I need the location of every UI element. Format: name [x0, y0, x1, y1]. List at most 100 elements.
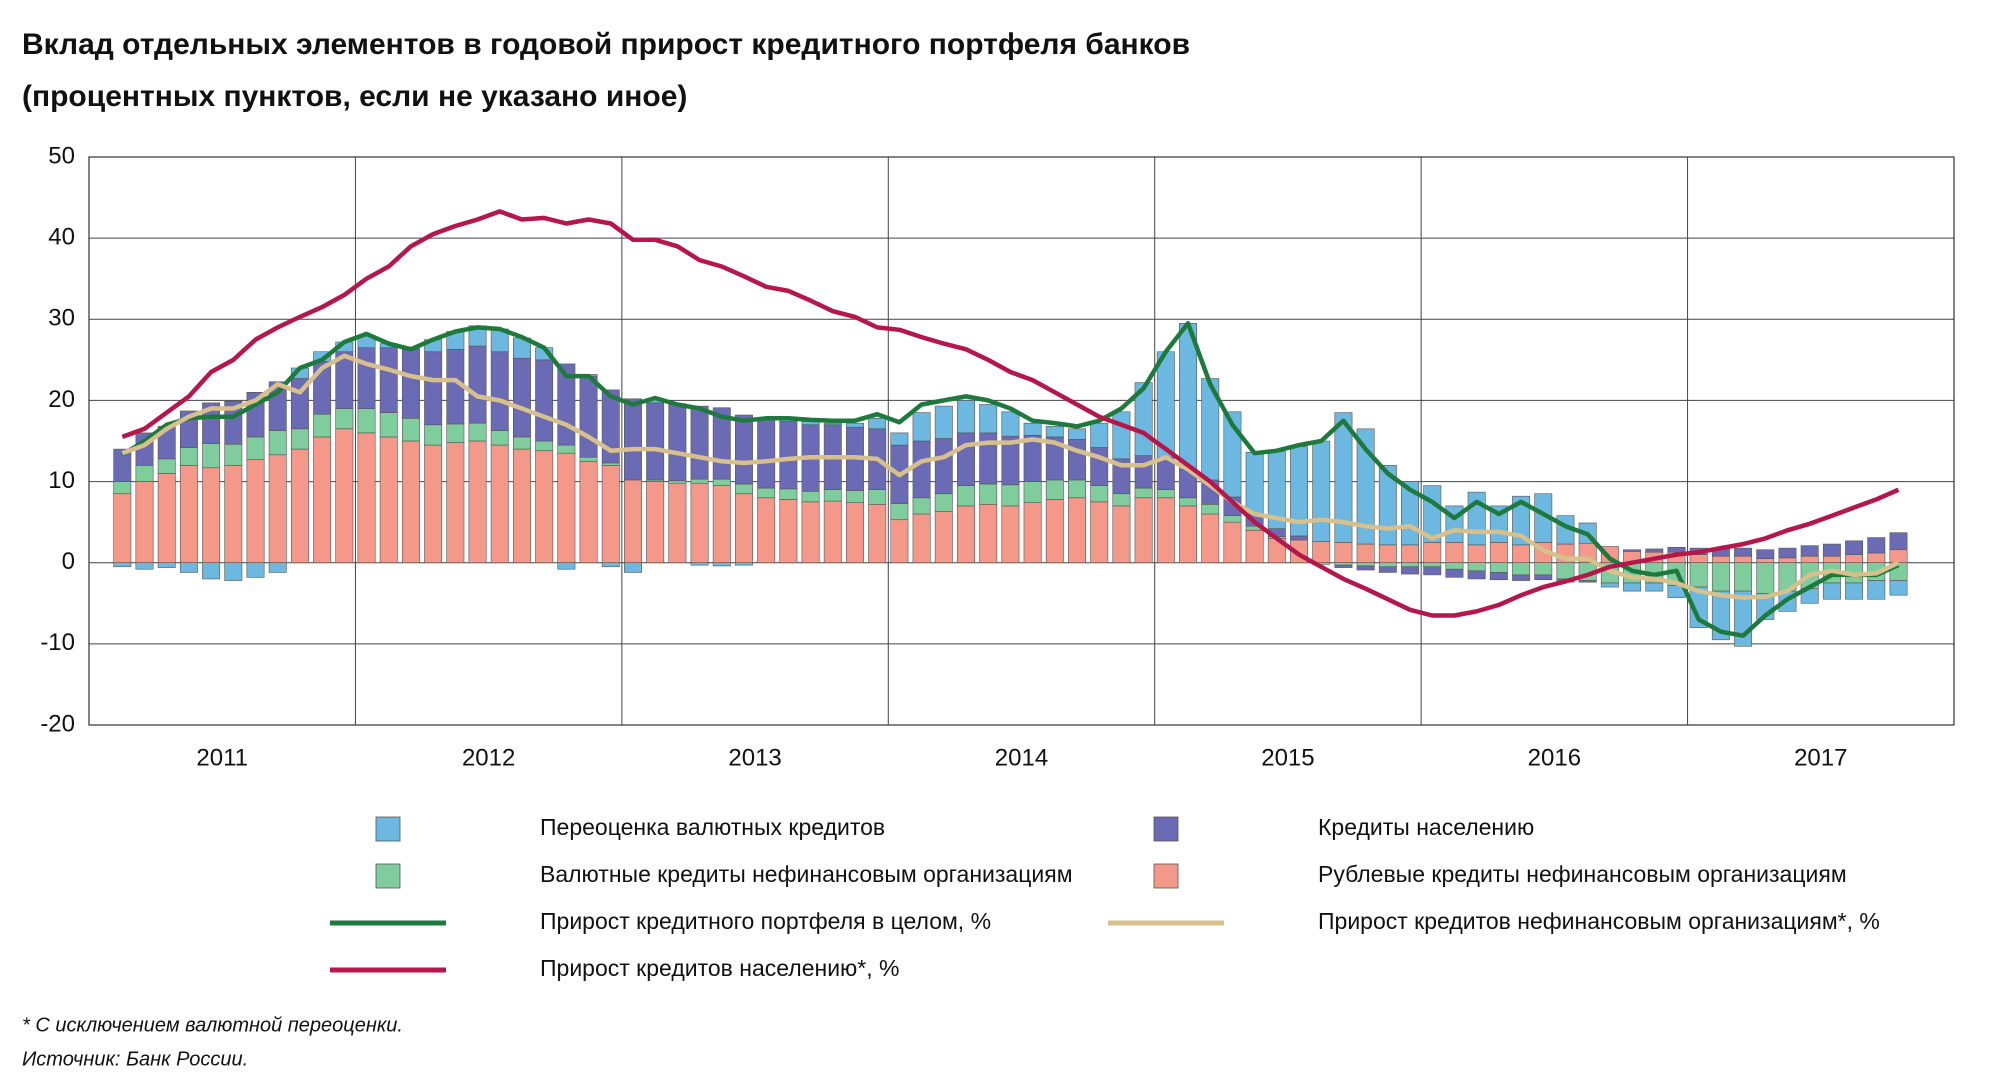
- bar-segment: [401, 349, 420, 419]
- bar-segment: [1689, 586, 1708, 628]
- bar-segment: [868, 503, 887, 564]
- bar-segment: [1223, 515, 1242, 523]
- bar-segment: [1845, 582, 1864, 600]
- bar-segment: [1489, 562, 1508, 573]
- bar-segment: [1045, 479, 1064, 500]
- legend-label: Прирост кредитов нефинансовым организаци…: [1318, 908, 1880, 934]
- bar-segment: [1512, 495, 1531, 546]
- bar-segment: [157, 458, 176, 474]
- bar-segment: [1156, 351, 1175, 458]
- bar-segment: [779, 499, 798, 564]
- bar-segment: [757, 497, 776, 564]
- bar-segment: [579, 375, 598, 458]
- bar-segment: [468, 345, 487, 424]
- bar-segment: [1689, 562, 1708, 588]
- legend-swatch: [375, 816, 401, 842]
- legend-swatch: [1153, 863, 1179, 889]
- bar-segment: [646, 402, 665, 481]
- bar-segment: [668, 403, 687, 482]
- bar-segment: [1778, 547, 1797, 559]
- bar-segment: [512, 357, 531, 438]
- bar-segment: [1423, 566, 1442, 576]
- bar-segment: [379, 412, 398, 438]
- bar-segment: [1645, 548, 1664, 553]
- bar-segment: [268, 454, 287, 564]
- bar-segment: [1711, 555, 1730, 564]
- bar-segment: [823, 500, 842, 564]
- bar-segment: [268, 430, 287, 456]
- bar-segment: [135, 465, 154, 482]
- y-tick-label: -10: [40, 629, 75, 656]
- bar-segment: [579, 456, 598, 462]
- bar-segment: [601, 562, 620, 568]
- bar-segment: [424, 444, 443, 564]
- bar-segment: [1023, 502, 1042, 564]
- bar-segment: [401, 440, 420, 564]
- bar-segment: [1711, 562, 1730, 592]
- bar-segment: [1756, 562, 1775, 594]
- bar-segment: [623, 562, 642, 573]
- bar-segment: [979, 503, 998, 564]
- bar-segment: [424, 351, 443, 426]
- bar-segment: [1845, 540, 1864, 555]
- bar-segment: [1378, 544, 1397, 564]
- bar-segment: [712, 478, 731, 486]
- bar-segment: [490, 430, 509, 446]
- bar-segment: [1467, 570, 1486, 580]
- bar-segment: [1734, 547, 1753, 557]
- chart-subtitle: (процентных пунктов, если не указано ино…: [22, 80, 687, 113]
- bar-segment: [224, 465, 243, 564]
- x-tick-label: 2012: [462, 744, 515, 771]
- bar-segment: [1378, 566, 1397, 573]
- bar-segment: [1134, 497, 1153, 564]
- bar-segment: [1378, 562, 1397, 568]
- bar-segment: [1156, 489, 1175, 499]
- bar-segment: [890, 503, 909, 521]
- bar-segment: [1401, 562, 1420, 568]
- x-tick-label: 2016: [1528, 744, 1581, 771]
- line-series: [121, 209, 1900, 618]
- bar-segment: [1800, 545, 1819, 557]
- bar-segment: [1556, 562, 1575, 580]
- bar-segment: [690, 482, 709, 564]
- bar-segment: [801, 491, 820, 503]
- bar-segment: [1334, 564, 1353, 568]
- bar-segment: [1467, 562, 1486, 572]
- bar-segment: [1134, 455, 1153, 489]
- legend-label: Валютные кредиты нефинансовым организаци…: [540, 861, 1073, 887]
- bar-segment: [468, 440, 487, 564]
- bar-segment: [1112, 411, 1131, 460]
- bar-segment: [1090, 501, 1109, 564]
- bar-segment: [912, 513, 931, 564]
- y-tick-label: 20: [48, 386, 75, 413]
- bar-segment: [1645, 582, 1664, 592]
- bar-segment: [846, 502, 864, 564]
- bar-segment: [757, 418, 776, 489]
- bar-segment: [1867, 580, 1886, 600]
- bar-segment: [1068, 439, 1086, 481]
- bar-segment: [1001, 505, 1020, 564]
- bar-segment: [179, 447, 198, 466]
- bar-segment: [735, 562, 753, 566]
- bar-segment: [490, 444, 509, 564]
- bar-segment: [868, 489, 887, 505]
- bar-segment: [424, 424, 443, 446]
- bar-segment: [1245, 529, 1264, 564]
- bar-segment: [490, 351, 509, 431]
- plot-frame: [88, 156, 1955, 726]
- bar-segment: [313, 413, 332, 438]
- bar-segment: [957, 400, 975, 434]
- x-tick-label: 2015: [1261, 744, 1314, 771]
- bar-segment: [379, 436, 398, 564]
- bar-segment: [668, 480, 687, 484]
- bar-segment: [1001, 484, 1020, 507]
- bar-segment: [202, 562, 221, 580]
- bar-segment: [246, 459, 265, 564]
- bar-segment: [1023, 481, 1042, 503]
- bar-segment: [512, 448, 531, 564]
- bar-segment: [135, 562, 154, 570]
- bar-segment: [1623, 582, 1642, 592]
- bar-segment: [846, 422, 864, 428]
- bar-segment: [446, 442, 465, 564]
- bar-segment: [1112, 505, 1131, 564]
